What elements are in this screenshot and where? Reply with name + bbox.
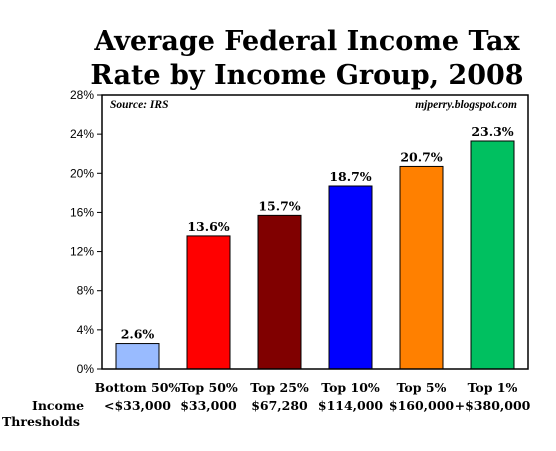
plot-frame [101, 94, 529, 370]
threshold-label-line-1: Income [32, 398, 84, 413]
threshold-value: $33,000 [180, 398, 237, 413]
y-tick-label: 28% [70, 88, 94, 102]
bar [115, 343, 160, 370]
bars: 2.6% 13.6% 15.7% 18.7% 20.7% 23.3% [115, 124, 515, 370]
data-label: 20.7% [400, 149, 442, 164]
y-tick-label: 20% [70, 166, 94, 180]
bar [257, 214, 302, 370]
category-label: Top 5% [397, 380, 447, 395]
bar [186, 235, 231, 370]
y-tick-label: 16% [70, 205, 94, 219]
y-tick-label: 4% [77, 323, 95, 337]
y-tick-label: 24% [70, 127, 94, 141]
data-label: 23.3% [471, 124, 513, 139]
data-label: 18.7% [329, 169, 371, 184]
y-axis: 0% 4% 8% 12% 16% 20% 24% 28% [70, 88, 102, 376]
x-axis-labels: Bottom 50% <$33,000 Top 50% $33,000 Top 25% $… [95, 380, 531, 413]
data-label: 13.6% [187, 219, 229, 234]
bar [328, 185, 373, 370]
category-label: Top 25% [250, 380, 309, 395]
category-label: Bottom 50% [95, 380, 181, 395]
category-label: Top 10% [321, 380, 380, 395]
y-tick-label: 0% [77, 362, 95, 376]
y-tick-label: 8% [77, 284, 95, 298]
threshold-value: $160,000 [389, 398, 455, 413]
bar [470, 140, 515, 370]
threshold-value: <$33,000 [104, 398, 171, 413]
chart-title-line-2: Rate by Income Group, 2008 [90, 60, 523, 91]
threshold-value: $114,000 [318, 398, 384, 413]
y-tick-label: 12% [70, 245, 94, 259]
threshold-value: $67,280 [251, 398, 308, 413]
category-label: Top 50% [179, 380, 238, 395]
threshold-label-line-2: Thresholds [2, 414, 80, 429]
credit-note: mjperry.blogspot.com [415, 99, 517, 111]
data-label: 15.7% [258, 198, 300, 213]
threshold-value: +$380,000 [455, 398, 531, 413]
chart-title-line-1: Average Federal Income Tax [93, 26, 520, 57]
source-note: Source: IRS [110, 99, 168, 111]
bar [399, 165, 444, 370]
data-label: 2.6% [121, 327, 155, 342]
category-label: Top 1% [468, 380, 518, 395]
